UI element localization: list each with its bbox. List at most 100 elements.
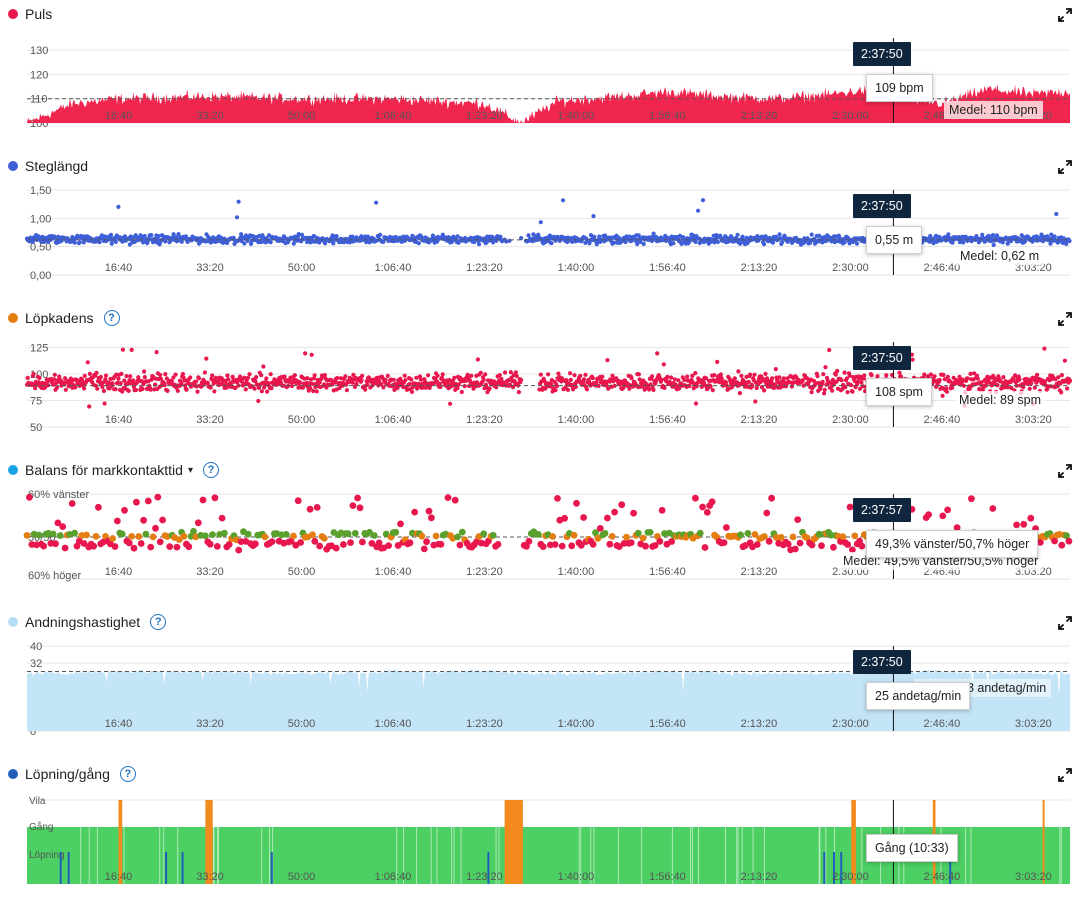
balans-point — [699, 503, 706, 511]
kadens-point — [972, 371, 977, 376]
kadens-point — [842, 370, 847, 375]
balans-point — [194, 519, 202, 527]
expand-icon[interactable] — [1058, 616, 1072, 630]
kadens-point — [195, 389, 200, 394]
kadens-point — [43, 385, 48, 390]
pause-marker — [825, 827, 827, 884]
balans-point — [968, 495, 975, 503]
kadens-point — [487, 386, 492, 391]
balans-point — [568, 542, 576, 550]
x-tick-label: 33:20 — [196, 110, 224, 122]
kadens-point — [478, 370, 483, 375]
expand-icon[interactable] — [1058, 160, 1072, 174]
balans-point — [244, 530, 252, 538]
steglangd-point — [141, 240, 146, 245]
balans-point — [554, 495, 561, 502]
kadens-point — [310, 381, 315, 386]
expand-icon[interactable] — [1058, 8, 1072, 22]
expand-icon[interactable] — [1058, 464, 1072, 478]
help-icon[interactable]: ? — [150, 614, 167, 630]
balans-point — [454, 533, 461, 541]
kadens-point — [759, 385, 765, 390]
kadens-point — [265, 389, 270, 394]
y-tick-label: 0,00 — [30, 270, 51, 282]
pause-marker — [593, 827, 595, 884]
dropdown-caret-icon[interactable]: ▾ — [187, 464, 193, 476]
kadens-point — [989, 383, 994, 388]
kadens-point — [445, 381, 450, 386]
kadens-point — [513, 370, 519, 375]
pause-marker — [741, 827, 743, 884]
kadens-point — [266, 381, 271, 386]
x-tick-label: 2:46:40 — [924, 718, 961, 730]
kadens-point — [383, 377, 388, 382]
kadens-point — [942, 377, 947, 382]
balans-point — [642, 542, 649, 550]
balans-point — [696, 529, 704, 537]
balans-point — [351, 529, 359, 537]
kadens-point — [554, 384, 560, 389]
balans-point — [1037, 539, 1044, 546]
kadens-point — [662, 385, 667, 390]
balans-point — [90, 542, 97, 550]
panel-balans: Balans för markkontakttid ▾ ? 60% vänste… — [0, 456, 1084, 608]
kadens-point — [455, 386, 460, 391]
y-tick-label: 50 — [30, 422, 42, 434]
kadens-point — [910, 357, 915, 362]
kadens-point — [1062, 358, 1067, 363]
balans-point — [92, 533, 100, 540]
steglangd-point — [538, 220, 543, 225]
balans-point — [366, 528, 373, 536]
steglangd-point — [780, 240, 785, 245]
expand-icon[interactable] — [1058, 768, 1072, 782]
kadens-point — [435, 373, 440, 378]
kadens-point — [809, 390, 814, 395]
steglangd-point — [1048, 241, 1053, 246]
kadens-point — [944, 389, 950, 394]
expand-icon[interactable] — [1058, 312, 1072, 326]
balans-point — [114, 517, 121, 525]
kadens-point — [677, 386, 682, 391]
balans-point — [56, 532, 64, 539]
balans-point — [989, 505, 997, 512]
balans-point — [765, 537, 773, 545]
x-tick-label: 50:00 — [288, 718, 316, 730]
kadens-point — [120, 347, 125, 352]
kadens-point — [212, 389, 217, 394]
steglangd-point — [636, 233, 641, 238]
help-icon[interactable]: ? — [203, 462, 219, 478]
kadens-point — [845, 390, 850, 395]
kadens-point — [944, 386, 949, 391]
help-icon[interactable]: ? — [103, 310, 120, 326]
x-tick-label: 1:56:40 — [649, 566, 686, 578]
kadens-point — [612, 383, 617, 388]
kadens-point — [391, 377, 396, 382]
steglangd-point — [679, 241, 684, 246]
help-icon[interactable]: ? — [119, 766, 136, 782]
x-tick-label: 16:40 — [105, 414, 133, 426]
kadens-point — [519, 377, 524, 382]
x-tick-label: 1:40:00 — [558, 871, 595, 883]
kadens-point — [261, 364, 266, 369]
kadens-point — [402, 373, 407, 378]
steglangd-point — [323, 241, 328, 246]
pause-marker — [216, 827, 218, 884]
balans-point — [849, 546, 856, 554]
kadens-point — [909, 352, 915, 357]
balans-point — [570, 531, 578, 539]
kadens-point — [467, 384, 472, 389]
pause-marker — [818, 827, 820, 884]
kadens-point — [1035, 372, 1040, 377]
pause-marker — [861, 827, 863, 884]
kadens-point — [777, 375, 782, 380]
kadens-point — [732, 376, 737, 381]
balans-point — [777, 533, 785, 541]
kadens-point — [897, 370, 902, 375]
balans-point — [1013, 521, 1020, 529]
kadens-point — [672, 377, 677, 382]
steglangd-point — [261, 235, 266, 240]
pause-marker — [430, 827, 432, 884]
kadens-point — [134, 387, 139, 393]
kadens-point — [805, 376, 810, 381]
